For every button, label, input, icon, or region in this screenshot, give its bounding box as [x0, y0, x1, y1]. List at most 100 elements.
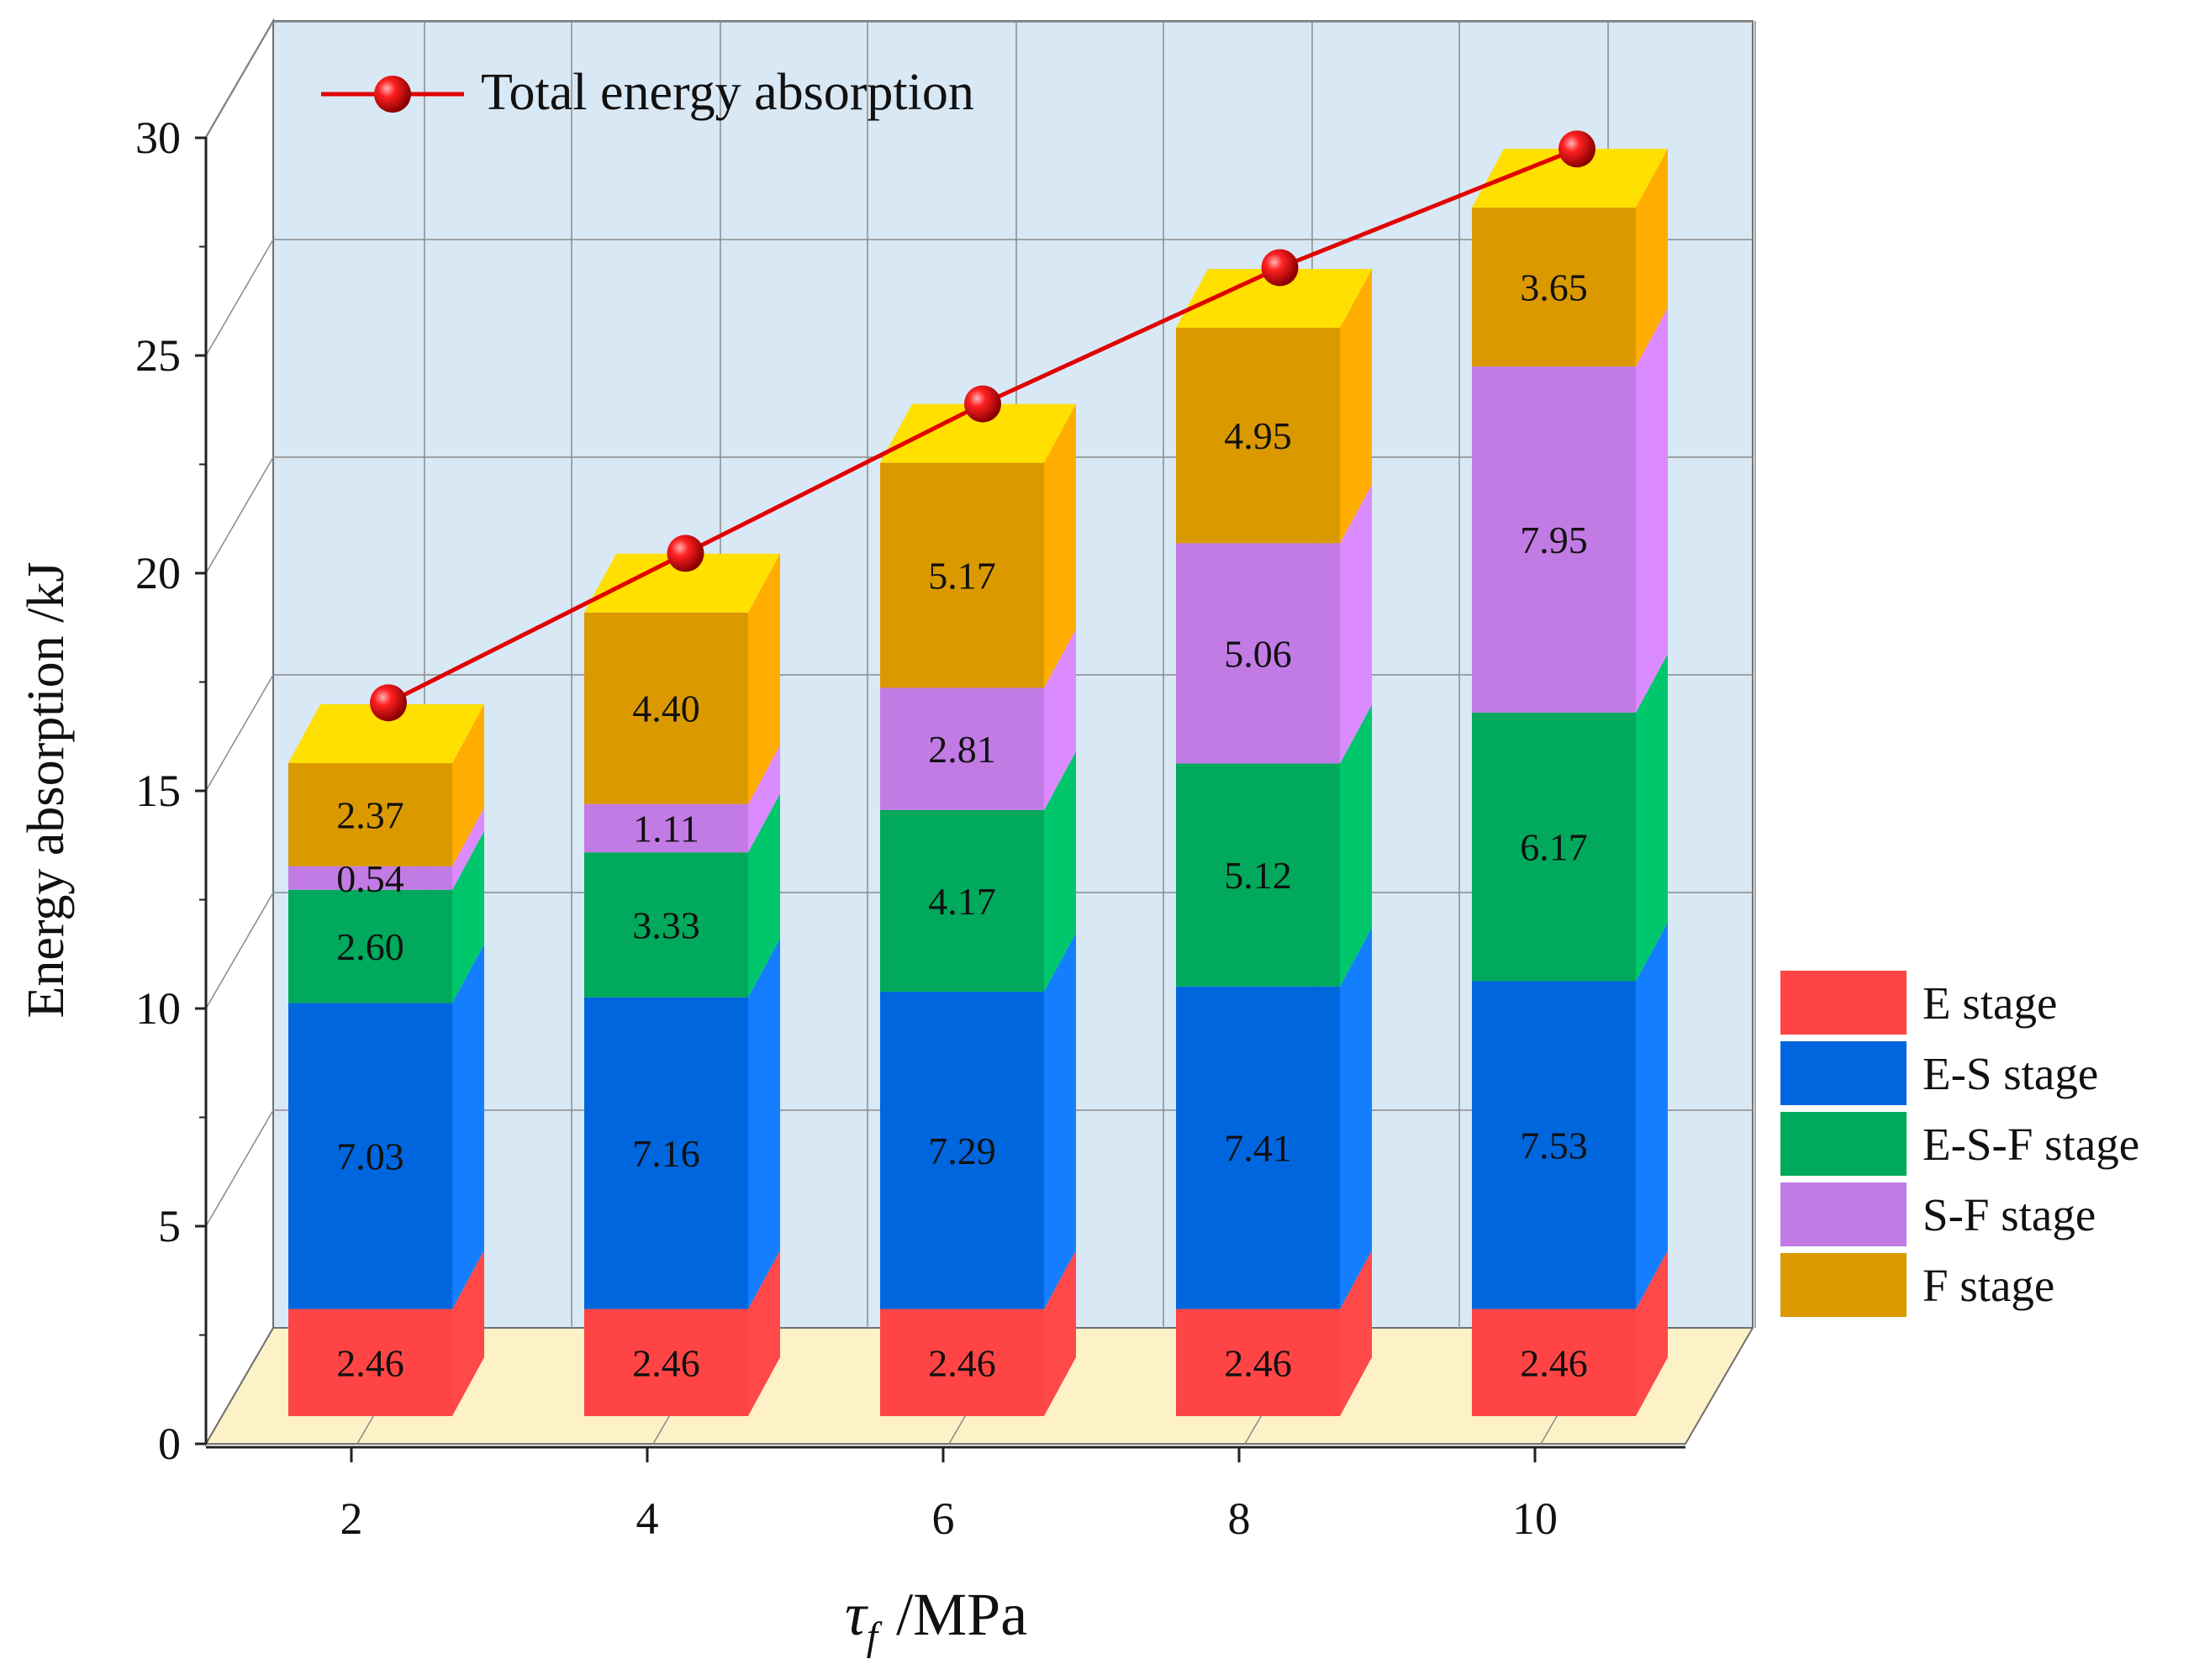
bar-segment-label: 4.95 — [1224, 414, 1292, 457]
bar-segment-label: 5.06 — [1224, 632, 1292, 675]
gridline-left — [205, 21, 274, 139]
bar-segment — [584, 997, 748, 1309]
bar-stack: 2.46 7.29 4.17 2.81 5.17 — [880, 403, 1076, 1416]
bar-segment-label: 2.46 — [336, 1341, 404, 1384]
bar-segment-side — [1044, 403, 1076, 688]
bar-segment-label: 7.95 — [1520, 519, 1588, 561]
bar-segment — [584, 612, 748, 804]
bar-segment-side — [1044, 1250, 1076, 1416]
y-tick-label: 20 — [135, 548, 181, 598]
bar-segment-side — [748, 745, 780, 853]
bar-segment-side — [452, 944, 484, 1309]
bar-top-face — [1176, 269, 1372, 328]
bar-segment-side — [1340, 704, 1372, 987]
x-axis-title-subscript: f — [867, 1614, 883, 1659]
gridline-left — [205, 674, 274, 792]
bar-segment — [584, 1309, 748, 1416]
bar-top-face — [880, 403, 1076, 463]
total-line-point — [1261, 249, 1299, 287]
bar-segment-label: 7.16 — [632, 1132, 700, 1175]
bar-segment — [1176, 986, 1340, 1309]
y-tick-label: 25 — [135, 330, 181, 381]
bar-segment-label: 2.81 — [928, 728, 996, 771]
bar-segment-label: 3.33 — [632, 903, 700, 946]
bar-segment-label: 7.03 — [336, 1135, 404, 1177]
bar-segment — [584, 803, 748, 853]
bar-segment-side — [1044, 932, 1076, 1309]
x-axis: 2 4 6 8 10 — [206, 1446, 1685, 1544]
y-tick-label: 10 — [135, 983, 181, 1034]
bar-segment-label: 2.60 — [336, 925, 404, 968]
x-axis-title: τf/MPa — [845, 1581, 1027, 1659]
bar-segment-label: 7.41 — [1224, 1127, 1292, 1170]
bar-segment — [288, 889, 452, 1003]
bar-segment-side — [452, 830, 484, 1003]
bar-segment — [1472, 208, 1636, 367]
bar-segment-label: 2.46 — [632, 1341, 700, 1384]
bar-stack: 2.46 7.53 6.17 7.95 3.65 — [1472, 149, 1668, 1416]
bar-segment — [880, 991, 1044, 1309]
bar-segment-side — [748, 793, 780, 998]
x-axis-title-symbol: τ — [845, 1581, 868, 1648]
total-line-point — [370, 684, 407, 722]
bar-segment — [880, 462, 1044, 688]
legend-swatch — [1780, 1253, 1907, 1317]
gridline-left — [205, 239, 274, 356]
bar-segment — [584, 852, 748, 998]
line-legend-label: Total energy absorption — [481, 64, 974, 121]
bar-segment-side — [1340, 269, 1372, 544]
line-legend: Total energy absorption — [321, 64, 974, 121]
bar-segment-side — [1044, 750, 1076, 992]
bar-segment — [1176, 328, 1340, 544]
x-axis-title-unit: /MPa — [896, 1581, 1027, 1648]
legend-label: E-S stage — [1922, 1048, 2098, 1099]
gridline-left — [205, 456, 274, 574]
bar-top-face — [1472, 149, 1668, 208]
bar-segment-side — [452, 704, 484, 866]
gridline-left — [205, 1109, 274, 1227]
total-line-point — [964, 385, 1001, 423]
bar-segment-side — [1340, 1250, 1372, 1416]
legend-swatch — [1780, 1112, 1907, 1176]
bar-segment-label: 6.17 — [1520, 826, 1588, 869]
bar-top-face — [288, 704, 484, 763]
bar-segment — [1176, 1309, 1340, 1416]
bar-segment-side — [452, 807, 484, 890]
bar-segment — [1472, 712, 1636, 982]
gridline-left — [205, 892, 274, 1009]
bar-segment-side — [452, 1250, 484, 1416]
x-tick-label: 2 — [340, 1493, 363, 1544]
bar-segment — [880, 687, 1044, 810]
y-tick-label: 5 — [158, 1201, 181, 1251]
x-tick-label: 6 — [932, 1493, 955, 1544]
bar-segment — [288, 1309, 452, 1416]
bar-segment-side — [1044, 629, 1076, 810]
total-line-point — [1558, 130, 1595, 168]
bar-segment-label: 7.53 — [1520, 1124, 1588, 1167]
bar-segment — [288, 866, 452, 890]
y-axis: 0 5 10 15 20 25 30 — [135, 113, 208, 1469]
bar-segment — [1472, 1309, 1636, 1416]
bar-segment — [880, 1309, 1044, 1416]
legend-label: E-S-F stage — [1922, 1119, 2139, 1170]
bar-segment — [288, 1003, 452, 1309]
bar-segment-label: 4.40 — [632, 687, 700, 730]
bar-segment-side — [1340, 927, 1372, 1309]
bar-segment-label: 4.17 — [928, 880, 996, 923]
bar-segment-label: 5.17 — [928, 554, 996, 597]
bar-segment-side — [1636, 922, 1668, 1309]
bar-segment-side — [748, 553, 780, 804]
legend-label: E stage — [1922, 977, 2057, 1029]
bar-stack: 2.46 7.41 5.12 5.06 4.95 — [1176, 269, 1372, 1416]
bar-segment-label: 7.29 — [928, 1130, 996, 1172]
bar-segment — [1472, 981, 1636, 1309]
bar-stack: 2.467.032.600.542.37 — [288, 704, 484, 1416]
bar-segment-label: 2.46 — [1520, 1341, 1588, 1384]
legend-swatch — [1780, 971, 1907, 1035]
bar-segment-side — [1636, 653, 1668, 982]
y-tick-label: 15 — [135, 766, 181, 816]
x-tick-label: 8 — [1228, 1493, 1251, 1544]
bar-segment — [288, 763, 452, 866]
legend-swatch — [1780, 1041, 1907, 1105]
